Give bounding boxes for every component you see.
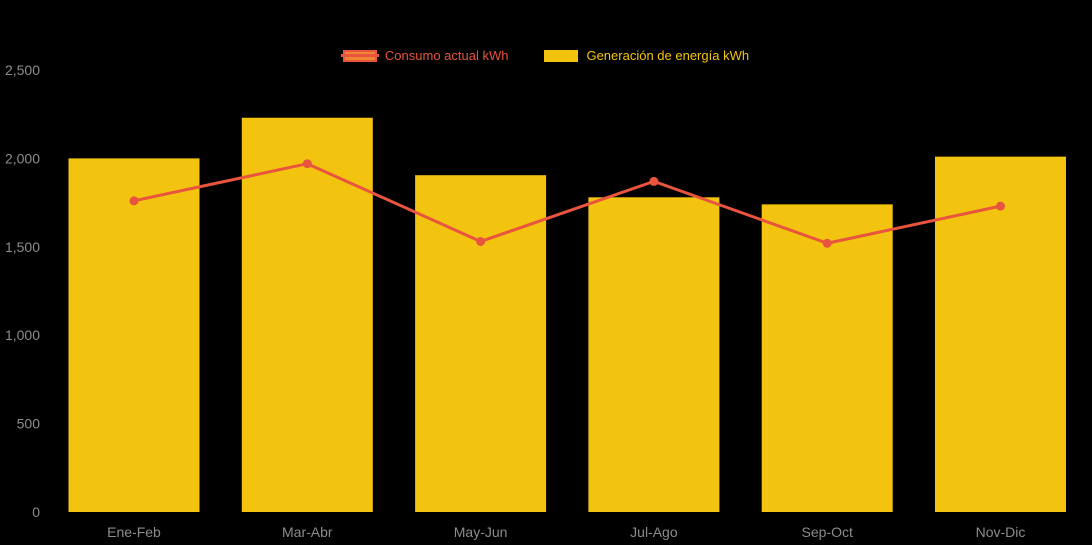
x-axis-category-label: Sep-Oct <box>802 524 853 540</box>
legend-item-generacion[interactable]: Generación de energía kWh <box>544 48 749 63</box>
x-axis-category-label: Ene-Feb <box>107 524 161 540</box>
legend-label-generacion: Generación de energía kWh <box>586 48 750 63</box>
y-axis-tick-label: 2,500 <box>5 62 40 78</box>
generation-bar[interactable] <box>415 175 547 513</box>
chart-legend: Consumo actual kWh Generación de energía… <box>0 48 1092 63</box>
y-axis-tick-label: 1,000 <box>5 327 40 343</box>
consumption-point-marker[interactable] <box>649 176 659 186</box>
generation-bar[interactable] <box>588 197 720 512</box>
consumo-line-swatch-icon <box>340 49 379 62</box>
generation-bar[interactable] <box>68 158 200 512</box>
legend-item-consumo[interactable]: Consumo actual kWh <box>340 48 509 63</box>
x-axis-category-label: Nov-Dic <box>976 524 1026 540</box>
consumption-point-marker[interactable] <box>129 196 139 206</box>
y-axis-tick-label: 0 <box>32 504 40 520</box>
consumption-point-marker[interactable] <box>302 159 312 169</box>
x-axis-category-label: Jul-Ago <box>630 524 678 540</box>
generation-bar[interactable] <box>241 117 373 513</box>
y-axis-tick-label: 1,500 <box>5 239 40 255</box>
consumption-line <box>132 162 1002 245</box>
generation-bar[interactable] <box>761 204 893 513</box>
consumption-point-marker[interactable] <box>476 236 486 246</box>
generacion-bar-swatch-icon <box>544 49 579 62</box>
x-axis-category-label: May-Jun <box>454 524 508 540</box>
y-axis-tick-label: 2,000 <box>5 150 40 166</box>
y-axis-tick-label: 500 <box>17 416 41 432</box>
legend-label-consumo: Consumo actual kWh <box>384 48 509 63</box>
consumption-point-marker[interactable] <box>822 238 832 248</box>
x-axis-category-label: Mar-Abr <box>282 524 333 540</box>
consumption-point-marker[interactable] <box>996 201 1005 211</box>
